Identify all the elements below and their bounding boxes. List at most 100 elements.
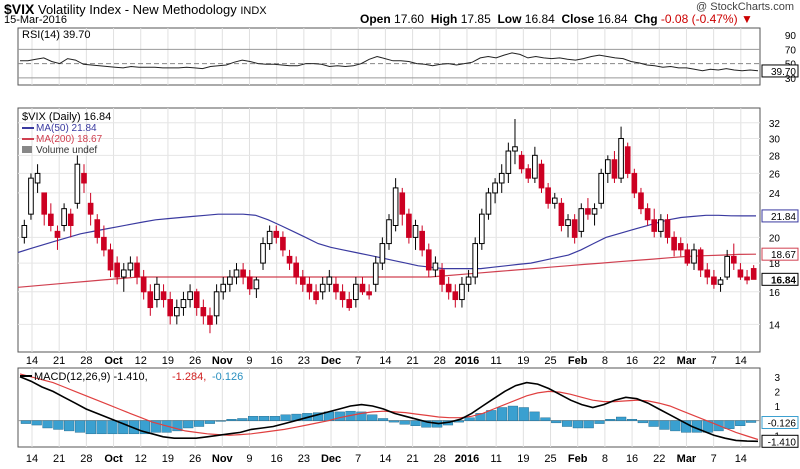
close-value: 16.84 [597,12,628,26]
candle-body [134,262,140,278]
macd-histogram-bar [616,416,627,421]
macd-hist-legend: -0.126 [212,371,243,383]
candle-body [107,249,114,271]
rsi-line [20,52,759,72]
last-value-label: 18.67 [771,250,796,261]
x-tick-label: 7 [355,453,361,465]
candle-body [498,172,505,184]
candle-body [127,262,134,271]
candle-body [353,283,359,301]
candle-body [339,291,346,301]
candle-body [346,299,353,309]
candle-body [571,219,578,238]
x-tick-label: Dec [321,453,341,465]
macd-tick-label: 3 [774,373,780,384]
candle-body [273,230,280,238]
x-tick-label: 19 [162,453,174,465]
x-tick-label: 14 [379,355,391,367]
last-value-box [761,209,799,223]
macd-histogram-bar [204,420,215,424]
x-tick-label: 21 [53,355,65,367]
candle-body [677,243,684,251]
macd-line [19,376,759,443]
macd-frame [17,367,761,448]
macd-histogram-bar [605,419,616,421]
candle-body [538,163,545,189]
candle-body [187,291,193,301]
x-tick-label: Oct [104,453,123,465]
macd-histogram-bar [399,420,410,425]
candle-body [651,219,658,232]
candle-body [253,279,260,290]
x-tick-label: Nov [212,355,234,367]
candle-body [432,262,439,271]
x-tick-label: 14 [379,453,391,465]
rsi-legend: RSI(14) 39.70 [22,29,90,41]
candle-body [299,276,306,285]
candle-body [485,192,492,215]
x-tick-label: 11 [490,453,501,465]
x-tick-label: 28 [80,355,92,367]
macd-histogram-bar [172,420,183,432]
macd-value-label: -1.410 [768,437,797,448]
macd-histogram-bar [670,420,681,432]
candle-body [120,269,127,278]
candle-body [697,249,704,271]
copyright[interactable]: @ StockCharts.com [696,1,794,13]
macd-histogram-bar [367,414,378,421]
x-tick-label: 21 [406,453,418,465]
candle-body [744,276,750,281]
macd-histogram-bar [648,420,659,427]
macd-histogram-bar [226,419,237,421]
macd-histogram-bar [486,410,497,421]
candle-body [638,192,644,210]
candle-body [173,307,180,317]
candle-body [180,299,187,309]
x-tick-label: 8 [602,355,608,367]
candle-body [160,291,167,301]
macd-histogram-bar [594,420,605,424]
macd-histogram-bar [561,420,573,427]
candle-body [691,249,697,264]
ma200-legend: MA(200) 18.67 [36,134,103,145]
macd-histogram-bar [215,420,226,422]
x-tick-label: 8 [602,453,608,465]
x-tick-label: 9 [246,453,252,465]
candle-body [114,262,120,278]
rsi-tick-label: 70 [785,45,797,56]
macd-histogram-bar [572,420,583,429]
macd-histogram-bar [334,411,345,421]
x-tick-label: 28 [80,453,92,465]
candle-body [379,243,386,264]
low-label: Low [497,12,522,26]
candle-body [87,202,94,215]
ma50-line [17,213,756,270]
macd-histogram-bar [637,420,648,424]
last-value-box [761,272,799,286]
candle-body [61,208,67,226]
macd-histogram-bar [356,411,367,421]
x-tick-label: 22 [653,355,665,367]
candle-body [465,276,472,285]
candle-body [591,208,598,215]
price-tick-label: 26 [769,169,781,180]
macd-histogram-bar [85,420,96,435]
candle-body [671,236,677,251]
price-tick-label: 24 [769,189,781,200]
macd-histogram-bar [183,420,194,429]
high-value: 17.85 [460,12,491,26]
candle-body [412,224,419,238]
candle-body [167,299,174,317]
macd-value-box [761,416,799,430]
x-tick-label: 12 [135,453,147,465]
x-tick-label: 16 [626,453,638,465]
quote-summary: Open 17.60 High 17.85 Low 16.84 Close 16… [360,12,753,26]
macd-histogram-bar [388,420,399,423]
candle-body [459,283,465,301]
price-legend: $VIX (Daily) 16.84 [22,111,111,123]
macd-histogram-bar [107,420,118,435]
macd-histogram-bar [118,420,129,435]
macd-histogram-bar [540,417,551,421]
candle-body [28,177,34,215]
x-tick-label: 14 [735,453,747,465]
